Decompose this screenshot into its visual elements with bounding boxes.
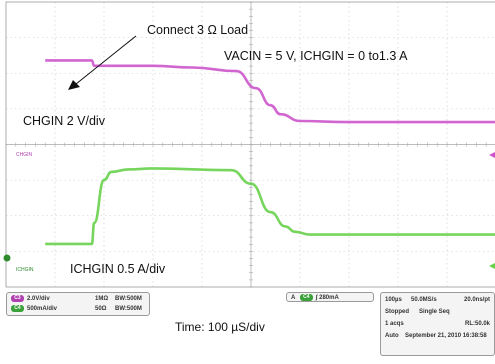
acquisition-panel: 100µs 50.0MS/s 20.0ns/pt Stopped Single … <box>380 292 495 356</box>
trigger-channel-tag: C4 <box>299 293 313 301</box>
sample-rate: 50.0MS/s <box>411 297 437 303</box>
time-scale-label: Time: 100 µS/div <box>175 320 265 334</box>
load-annotation: Connect 3 Ω Load <box>147 23 248 37</box>
scope-grid <box>5 1 495 288</box>
capture-date: September 21, 2010 16:38:58 <box>405 333 487 339</box>
ichgin-ground-marker <box>3 254 11 262</box>
c3-bandwidth: BW:500M <box>115 296 142 302</box>
trigger-level: 280mA <box>319 295 339 301</box>
ichgin-channel-marker: ICHGIN <box>16 267 34 273</box>
timebase: 100µs <box>385 297 402 303</box>
chgin-trace <box>45 59 495 124</box>
trigger-edge-icon: ∫ <box>315 295 318 301</box>
load-arrow-line <box>75 35 137 85</box>
chgin-channel-marker: CHGIN <box>16 152 33 158</box>
trigger-panel: A C4 ∫ 280mA <box>286 292 374 302</box>
acq-state: Stopped <box>385 309 409 315</box>
c3-scale: 2.0V/div <box>27 296 50 303</box>
channel-row-c4: C4 500mA/div 50Ω BW:500M <box>11 305 142 314</box>
channel-settings-panel: C3 2.0V/div 1MΩ BW:500M C4 500mA/div 50Ω B… <box>6 292 150 316</box>
load-arrow-head <box>68 80 80 90</box>
c4-scale: 500mA/div <box>27 306 58 313</box>
record-length: RL:50.0k <box>464 321 490 327</box>
ichgin-trace <box>45 167 495 246</box>
scope-traces <box>45 59 495 246</box>
ichgin-right-marker <box>489 263 495 269</box>
acq-row-count: 1 acqs RL:50.0k <box>385 319 492 329</box>
grid-border <box>5 1 495 288</box>
acq-mode: Single Seq <box>419 309 450 315</box>
acq-row-state: Stopped Single Seq <box>385 307 492 317</box>
trigger-prefix: A <box>291 295 296 301</box>
c4-bandwidth: BW:500M <box>115 306 142 312</box>
c4-tag: C4 <box>11 305 24 312</box>
scope-status-bar: C3 2.0V/div 1MΩ BW:500M C4 500mA/div 50Ω B… <box>0 290 495 364</box>
c3-tag: C3 <box>11 295 24 302</box>
channel-row-c3: C3 2.0V/div 1MΩ BW:500M <box>11 295 142 304</box>
conditions-annotation: VACIN = 5 V, ICHGIN = 0 to1.3 A <box>224 49 408 63</box>
acq-row-date: Auto September 21, 2010 16:38:58 <box>385 331 492 341</box>
c3-impedance: 1MΩ <box>95 296 109 302</box>
c4-impedance: 50Ω <box>95 306 107 312</box>
acq-count: 1 acqs <box>385 321 404 327</box>
chgin-right-marker <box>489 152 495 158</box>
per-point: 20.0ns/pt <box>463 297 490 303</box>
acq-row-timebase: 100µs 50.0MS/s 20.0ns/pt <box>385 295 492 305</box>
auto-mode: Auto <box>385 333 399 339</box>
chgin-scale-label: CHGIN 2 V/div <box>23 114 106 128</box>
ichgin-scale-label: ICHGIN 0.5 A/div <box>70 262 166 276</box>
